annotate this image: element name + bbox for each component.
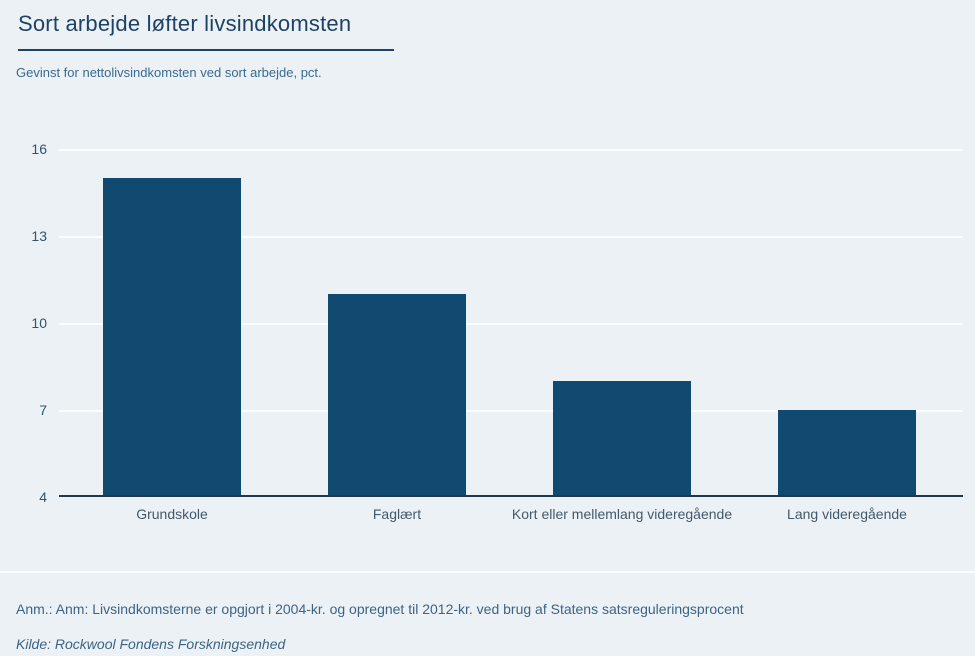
x-label-lang-videreg-ende: Lang videregående: [787, 506, 907, 522]
x-label-grundskole: Grundskole: [136, 506, 208, 522]
page-title: Sort arbejde løfter livsindkomsten: [18, 11, 352, 36]
y-tick-label-10: 10: [31, 315, 47, 331]
y-tick-label-4: 4: [39, 489, 47, 505]
bar-fagl-rt: [328, 294, 466, 497]
y-tick-label-7: 7: [39, 402, 47, 418]
gridline-13: [59, 236, 963, 238]
bar-chart: 4 7 10 13 16 Grundskole Faglært Kort eller mell…: [31, 141, 963, 522]
title-underline: [18, 49, 394, 51]
y-tick-label-16: 16: [31, 141, 47, 157]
plot-area: [59, 149, 963, 497]
y-tick-label-13: 13: [31, 228, 47, 244]
x-axis-line: [59, 495, 963, 497]
chart-subtitle: Gevinst for nettolivsindkomsten ved sort…: [16, 65, 322, 80]
gridline-7: [59, 410, 963, 412]
gridline-10: [59, 323, 963, 325]
source-text: Kilde: Rockwool Fondens Forskningsenhed: [16, 636, 286, 652]
x-label-kort-eller-mellemlang-videreg-ende: Kort eller mellemlang videregående: [511, 506, 733, 522]
x-label-fagl-rt: Faglært: [372, 506, 422, 522]
gridline-16: [59, 149, 963, 151]
bar-grundskole: [103, 178, 241, 497]
note-text: Anm.: Anm: Livsindkomsterne er opgjort i…: [16, 601, 744, 617]
bar-kort-eller-mellemlang-videreg-ende: [553, 381, 691, 497]
bar-lang-videreg-ende: [778, 410, 916, 497]
footer-divider: [0, 571, 975, 573]
